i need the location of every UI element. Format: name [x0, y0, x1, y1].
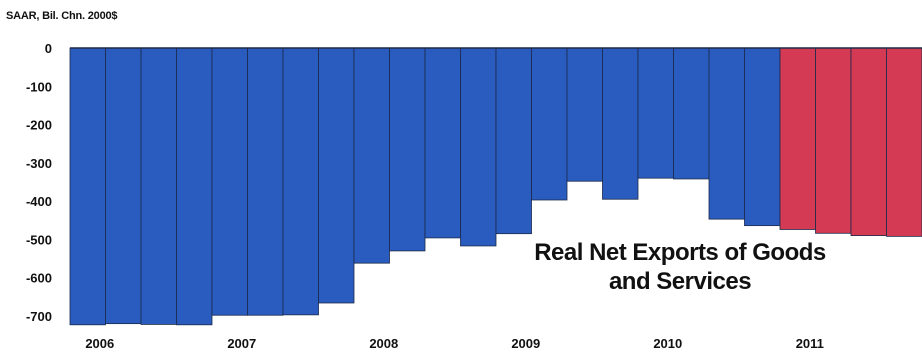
bar-2007-q1	[211, 47, 248, 316]
bar-2008-q3	[424, 47, 461, 239]
bar-2010-q1	[637, 47, 674, 179]
bar-2011-q1	[779, 47, 816, 230]
bar-2007-q2	[247, 47, 284, 316]
chart-annotation: Real Net Exports of Goods and Services	[515, 238, 845, 296]
x-tick-label: 2011	[796, 336, 824, 351]
x-tick-label: 2006	[85, 336, 114, 351]
y-tick-label: -200	[26, 118, 52, 133]
x-tick-label: 2010	[653, 336, 682, 351]
x-tick-label: 2009	[511, 336, 540, 351]
y-tick-label: -700	[26, 309, 52, 324]
bar-2010-q2	[673, 47, 710, 180]
y-axis-ticks: 0 -100 -200 -300 -400 -500 -600 -700	[26, 41, 52, 324]
bar-2009-q1	[495, 47, 532, 235]
y-tick-label: -300	[26, 156, 52, 171]
bar-2009-q4	[602, 47, 639, 200]
y-tick-label: 0	[45, 41, 52, 56]
bars-group	[69, 47, 922, 326]
bar-2006-q1	[69, 47, 106, 326]
bar-2009-q2	[531, 47, 568, 201]
annotation-line-1: Real Net Exports of Goods	[534, 239, 826, 266]
bar-2011-q4	[886, 47, 922, 237]
bar-2006-q2	[105, 47, 142, 325]
y-tick-label: -500	[26, 232, 52, 247]
y-tick-label: -400	[26, 194, 52, 209]
y-axis-unit-label: SAAR, Bil. Chn. 2000$	[6, 10, 118, 22]
x-tick-label: 2008	[369, 336, 398, 351]
bar-2007-q3	[282, 47, 319, 316]
bar-2011-q3	[850, 47, 887, 237]
bar-2011-q2	[815, 47, 852, 234]
bar-2007-q4	[318, 47, 355, 304]
x-tick-label: 2007	[227, 336, 256, 351]
bar-2008-q1	[353, 47, 390, 264]
bar-2010-q4	[744, 47, 781, 227]
bar-2006-q4	[176, 47, 213, 326]
bar-2006-q3	[140, 47, 177, 325]
annotation-line-2: and Services	[608, 268, 752, 295]
bar-2008-q4	[460, 47, 497, 247]
bar-2010-q3	[708, 47, 745, 220]
x-axis-ticks: 2006 2007 2008 2009 2010 2011	[85, 336, 824, 351]
bar-2009-q3	[566, 47, 603, 182]
y-tick-label: -600	[26, 271, 52, 286]
y-tick-label: -100	[26, 79, 52, 94]
bar-2008-q2	[389, 47, 426, 252]
